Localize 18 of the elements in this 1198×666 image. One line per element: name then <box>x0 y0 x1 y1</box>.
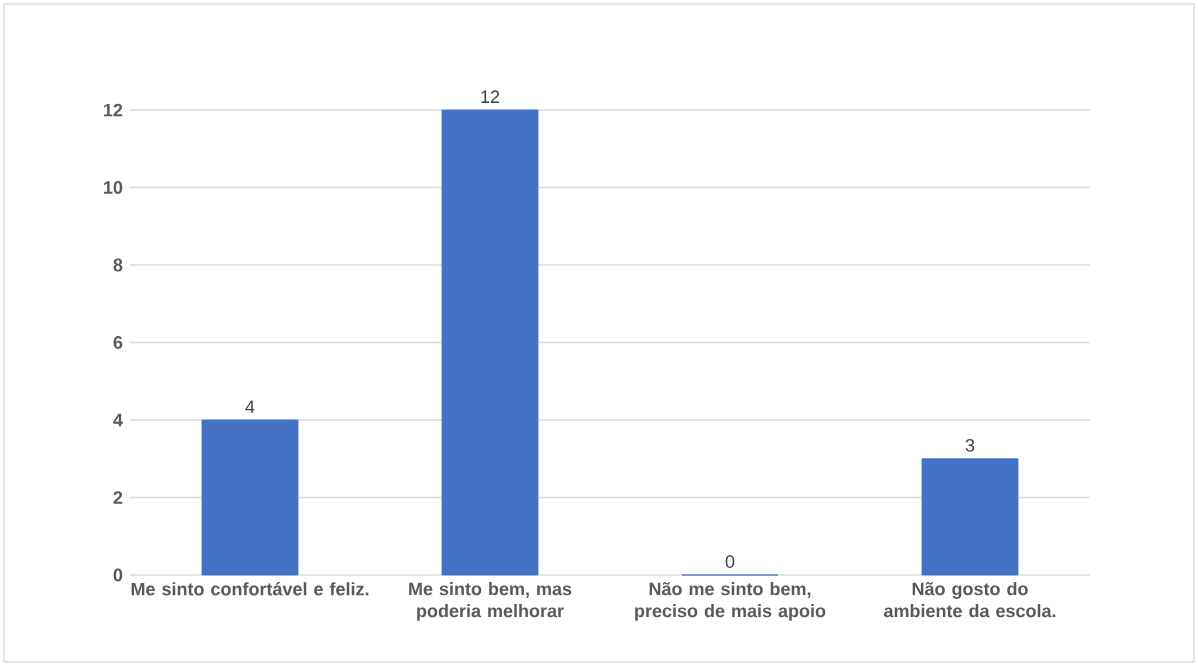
bar <box>921 458 1019 576</box>
data-label: 0 <box>725 555 735 568</box>
x-tick-label: Não me sinto bem, preciso de mais apoio <box>635 582 826 621</box>
x-tick-label: Me sinto confortável e feliz. <box>131 582 369 596</box>
y-tick-label: 4 <box>113 413 123 427</box>
y-tick-label: 10 <box>104 181 123 194</box>
y-tick-label: 8 <box>113 258 123 272</box>
y-tick-label: 12 <box>104 103 123 117</box>
bar <box>441 109 539 576</box>
data-label: 4 <box>245 400 255 413</box>
y-tick-label: 2 <box>113 491 123 504</box>
data-label: 12 <box>481 90 500 103</box>
x-tick-label: Me sinto bem, mas poderia melhorar <box>409 582 572 621</box>
bar <box>201 419 299 576</box>
y-tick-label: 6 <box>113 336 123 349</box>
x-tick-label: Não gosto do ambiente da escola. <box>884 582 1056 618</box>
data-label: 3 <box>965 438 975 452</box>
y-tick-label: 0 <box>113 568 123 582</box>
